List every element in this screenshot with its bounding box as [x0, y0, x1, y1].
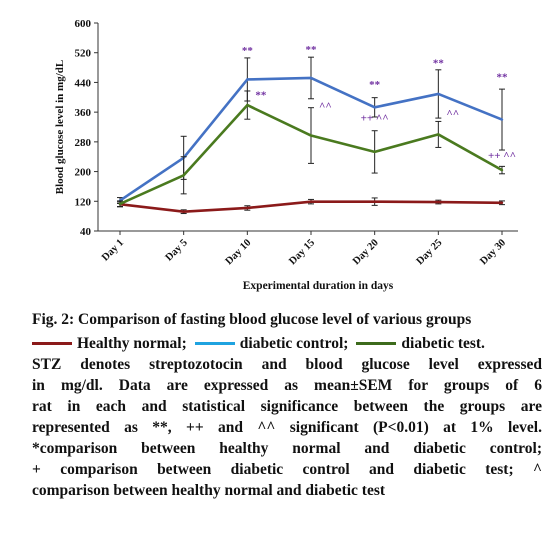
caption-line-2: in mg/dl. Data are expressed as mean±SEM…	[32, 377, 542, 394]
x-tick-label: Day 1	[100, 237, 126, 263]
significance-annotation: **	[433, 57, 445, 69]
data-point	[246, 78, 249, 81]
legend-label-healthy: Healthy normal;	[77, 335, 187, 352]
chart: 40 120 200 280 360 440 520 600 Day 1 Day 5 Day 10 D…	[54, 18, 518, 292]
data-point	[373, 106, 376, 109]
caption-line-7: comparison between healthy normal and di…	[32, 482, 386, 499]
legend-swatch-healthy	[32, 342, 72, 345]
significance-annotation: **	[306, 44, 318, 56]
figure-caption: Fig. 2: Comparison of fasting blood gluc…	[32, 309, 542, 501]
y-axis-label: Blood glucose level in mg/dL	[54, 60, 66, 194]
significance-annotation: ^^	[319, 101, 332, 113]
figure-title: Fig. 2: Comparison of fasting blood gluc…	[32, 311, 472, 328]
legend-swatch-test	[356, 342, 397, 345]
caption-line-3: rat in each and statistical significance…	[32, 398, 542, 415]
data-point	[309, 200, 313, 203]
x-axis-label: Experimental duration in days	[243, 280, 394, 292]
x-tick-label: Day 10	[224, 237, 254, 267]
x-tick-label: Day 25	[415, 237, 445, 267]
legend-swatch-control	[194, 342, 235, 345]
significance-annotation: ^^	[446, 108, 459, 120]
data-point	[246, 206, 249, 210]
y-tick-label: 120	[75, 196, 92, 208]
data-point	[246, 103, 249, 107]
data-point	[373, 200, 376, 203]
legend-label-test: diabetic test.	[401, 335, 485, 352]
significance-annotation: **	[255, 89, 266, 101]
data-point	[500, 118, 504, 121]
data-point	[118, 202, 122, 206]
data-point	[182, 174, 185, 177]
y-tick-label: 200	[75, 167, 92, 179]
data-point	[437, 92, 440, 96]
data-point	[437, 200, 440, 204]
y-tick-label: 40	[80, 226, 92, 238]
x-tick-label: Day 15	[287, 237, 317, 267]
data-point	[500, 168, 504, 172]
significance-annotation: **	[369, 79, 381, 91]
y-tick-label: 600	[75, 18, 92, 30]
caption-line-1: STZ denotes streptozotocin and blood glu…	[32, 356, 542, 373]
caption-line-4: represented as **, ++ and ^^ significant…	[32, 419, 542, 436]
x-tick-label: Day 5	[164, 237, 190, 263]
significance-annotation: **	[242, 45, 254, 57]
legend-label-control: diabetic control;	[239, 335, 349, 352]
data-point	[309, 76, 313, 80]
significance-annotation: **	[497, 72, 509, 84]
data-point	[182, 210, 185, 213]
significance-annotation: ++ ^^	[361, 112, 389, 124]
chart-svg: 40 120 200 280 360 440 520 600 Day 1 Day 5 Day 10 D…	[54, 18, 518, 292]
data-point	[373, 150, 376, 154]
y-tick-label: 280	[75, 137, 92, 149]
y-tick-label: 440	[75, 77, 92, 89]
data-point	[437, 133, 440, 136]
caption-line-5: *comparison between healthy normal and d…	[32, 440, 542, 457]
significance-annotation: ++ ^^	[488, 150, 516, 162]
data-point	[309, 134, 313, 137]
x-tick-label: Day 30	[478, 237, 508, 267]
y-tick-label: 520	[75, 48, 92, 60]
caption-line-6: + comparison between diabetic control an…	[32, 461, 542, 478]
legend: Healthy normal; diabetic control; diabet…	[32, 333, 542, 354]
data-point	[500, 201, 504, 204]
x-tick-label: Day 20	[351, 237, 381, 267]
y-tick-label: 360	[75, 107, 92, 119]
